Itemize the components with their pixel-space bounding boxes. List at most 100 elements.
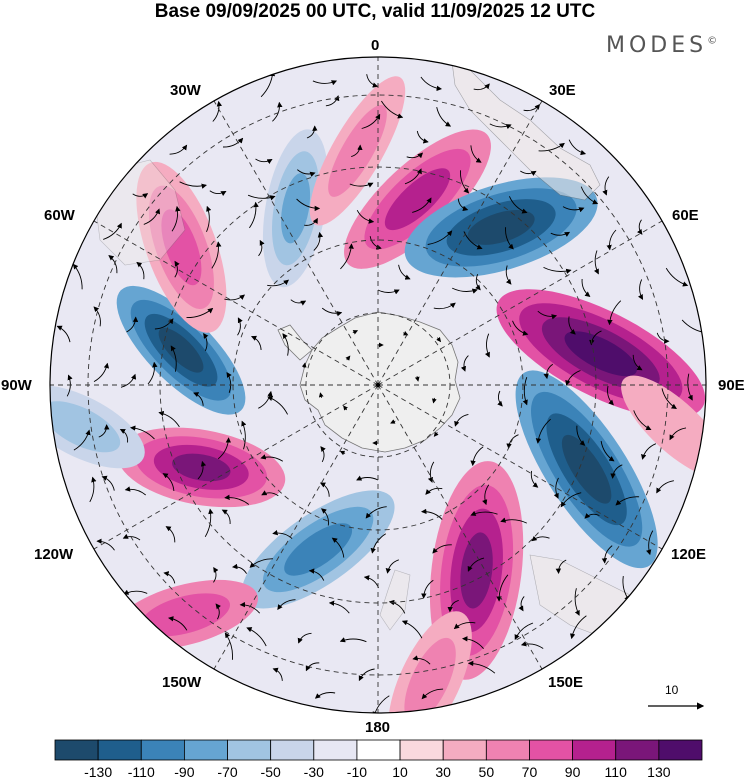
wind-vector <box>420 76 442 92</box>
wind-vector <box>349 182 374 188</box>
wind-vector <box>500 517 527 524</box>
wind-vector <box>470 446 484 467</box>
wind-vector <box>328 600 350 614</box>
wind-vector <box>369 236 382 250</box>
wind-vector <box>203 332 209 351</box>
wind-vector <box>514 622 534 641</box>
lon-label-30e: 30E <box>549 82 576 99</box>
wind-vector <box>217 437 232 460</box>
wind-vector <box>473 83 490 91</box>
wind-vector <box>482 484 490 506</box>
wind-vector <box>320 446 326 463</box>
wind-vector <box>179 181 207 189</box>
lon-label-30w: 30W <box>170 82 201 99</box>
wind-vector <box>593 250 599 275</box>
wind-vector <box>206 205 212 232</box>
wind-vector <box>457 198 469 212</box>
wind-vector <box>343 405 348 411</box>
reference-vector-label: 10 <box>665 683 679 697</box>
wind-vector <box>390 419 396 424</box>
wind-vector <box>600 440 615 462</box>
wind-vector <box>460 355 469 372</box>
wind-vector <box>93 362 110 382</box>
wind-vector <box>555 559 567 574</box>
wind-vector <box>296 198 321 212</box>
wind-vector <box>89 476 97 503</box>
meridian-line <box>377 220 663 386</box>
wind-vector <box>537 310 558 320</box>
wind-vector <box>562 206 585 213</box>
wind-vector <box>433 302 456 310</box>
wind-vector <box>421 508 443 520</box>
wind-vector <box>377 289 400 295</box>
wind-vector <box>538 142 565 152</box>
wind-vector <box>358 668 375 682</box>
wind-vector <box>656 480 674 494</box>
wind-vector <box>414 376 420 382</box>
wind-vector <box>345 355 351 361</box>
wind-vector <box>576 425 586 446</box>
wind-vector <box>637 219 643 235</box>
wind-vector <box>232 563 247 574</box>
wind-vector <box>103 222 122 240</box>
wind-vector <box>297 632 312 644</box>
wind-vector <box>272 667 283 681</box>
new-zealand-land <box>379 569 411 631</box>
colorbar-tick-label: 10 <box>392 764 408 780</box>
wind-vector <box>221 509 231 525</box>
wind-vector <box>124 486 146 496</box>
wind-vector <box>258 239 265 257</box>
wind-vector <box>452 287 478 294</box>
wind-vector <box>606 229 617 251</box>
wind-vector <box>404 168 422 185</box>
meridians <box>50 57 706 713</box>
wind-vector <box>584 513 600 519</box>
wind-vector <box>193 392 204 406</box>
wind-vector <box>361 113 381 129</box>
wind-vector <box>432 544 452 554</box>
wind-vector <box>351 144 363 158</box>
lon-label-150e: 150E <box>548 674 584 691</box>
modes-logo: MODES© <box>606 33 718 58</box>
map-border <box>49 56 707 714</box>
wind-vector <box>247 194 276 201</box>
wind-vector <box>66 374 73 397</box>
wind-vector <box>237 317 243 336</box>
colorbar-tick-label: -90 <box>174 764 195 780</box>
colorbar-swatch <box>313 739 358 761</box>
wind-vector <box>261 490 279 497</box>
wind-vector <box>372 695 390 713</box>
wind-vector <box>530 470 539 488</box>
colorbar-swatch <box>399 739 444 761</box>
wind-vector <box>560 492 582 508</box>
wind-vector <box>147 361 158 385</box>
wind-vector <box>665 267 689 287</box>
wind-vector <box>174 260 180 278</box>
wind-vector <box>356 209 375 224</box>
wind-vector <box>313 231 324 251</box>
wind-vector <box>607 385 614 406</box>
wind-vector <box>687 373 693 401</box>
wind-vector <box>352 330 359 335</box>
wind-vector <box>421 579 434 599</box>
wind-vector <box>661 388 677 409</box>
wind-vector <box>602 176 610 196</box>
wind-vector <box>215 603 222 620</box>
wind-vector <box>508 196 528 214</box>
wind-vector <box>574 588 580 616</box>
colorbar-swatch <box>356 739 401 761</box>
wind-vector <box>163 571 176 584</box>
colorbar-swatch <box>97 739 142 761</box>
anomaly-field <box>50 76 706 713</box>
wind-vector <box>462 636 484 649</box>
wind-vector <box>136 261 145 280</box>
wind-vector <box>398 264 411 280</box>
anomaly-contour <box>467 209 535 245</box>
wind-vector <box>633 410 652 431</box>
wind-vector <box>425 487 443 495</box>
wind-vector <box>470 510 498 516</box>
lon-label-150w: 150W <box>162 674 202 691</box>
wind-vector <box>447 599 459 613</box>
wind-vector <box>154 318 174 330</box>
